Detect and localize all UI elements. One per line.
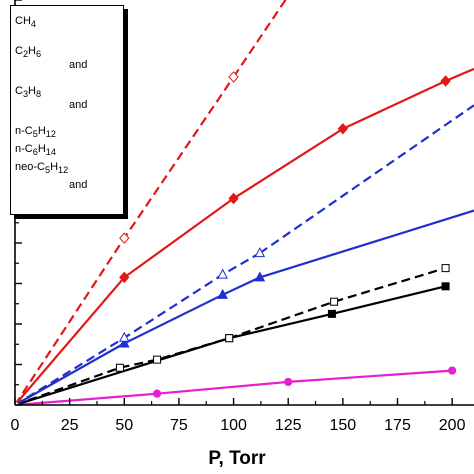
data-point-ch4-2 [284,377,293,387]
data-point-c2h6-dashed-3 [225,334,234,343]
legend-label-c3h8: C3H8 [15,85,42,100]
data-point-c3h8-solid-2 [217,288,228,299]
data-point-ch4-1 [152,389,162,398]
data-point-neo-c5h12-dashed-1 [119,232,130,244]
data-point-c3h8-dashed-3 [254,247,266,258]
data-point-c3h8-dashed-1 [118,331,130,342]
data-point-neo-c5h12-solid-3 [337,123,349,135]
data-point-ch4-3 [448,366,457,375]
legend-label-neo-c5h12: neo-C5H12 [15,161,69,176]
series-extension-1 [259,104,474,255]
legend-row-c2h6-symbols: and [15,58,119,72]
plot-area [15,0,474,405]
series-line-c3h8-dashed [15,252,261,405]
x-tick-label: 125 [275,417,302,434]
legend-label-c2h6: C2H6 [15,45,42,60]
data-point-c2h6-dashed-2 [153,355,162,364]
data-point-c3h8-dashed-2 [217,268,228,279]
legend-row-neo-symbols: and [15,178,119,192]
legend-row-c3h8-symbols: and [15,98,119,112]
data-point-neo-c5h12-solid-1 [119,271,130,284]
data-point-neo-c5h12-dashed-2 [228,71,239,83]
x-tick-label: 0 [11,417,20,434]
data-point-c2h6-dashed-5 [441,264,450,273]
legend-and-c3h8: and [69,99,88,111]
x-tick-label: 25 [61,417,79,434]
series-extension-2 [445,67,474,83]
x-tick-label: 150 [330,417,357,434]
x-tick-label: 75 [170,417,188,434]
data-point-c2h6-solid-2 [327,309,336,318]
x-tick-label: 100 [220,417,247,434]
data-point-c2h6-dashed-4 [330,297,339,306]
x-tick-label: 200 [439,417,466,434]
legend-and-neo: and [69,179,88,191]
x-tick-label: 50 [115,417,133,434]
data-point-c2h6-solid-3 [441,282,450,291]
legend-label-n-c6h14: n-C6H14 [15,143,56,158]
data-point-neo-c5h12-solid-4 [440,75,451,87]
x-axis-label: P, Torr [208,448,266,469]
data-point-neo-c5h12-solid-2 [228,192,239,205]
legend: CH4 C2H6 and C3H8 and n-C5H12 n-C6H14 ne… [10,5,124,215]
series-line-c2h6-dashed [15,267,446,405]
data-point-c3h8-solid-1 [118,337,130,348]
x-tick-label: 175 [384,417,411,434]
legend-and-c2h6: and [69,59,88,71]
series-extension-3 [232,0,287,78]
legend-label-n-c5h12: n-C5H12 [15,125,56,140]
series-extension-0 [259,209,474,279]
data-point-c3h8-solid-3 [254,271,266,282]
series-line-ch4 [15,369,453,405]
legend-label-ch4: CH4 [15,15,36,30]
data-point-c2h6-dashed-1 [115,363,124,372]
series-line-c3h8-solid [15,276,261,405]
